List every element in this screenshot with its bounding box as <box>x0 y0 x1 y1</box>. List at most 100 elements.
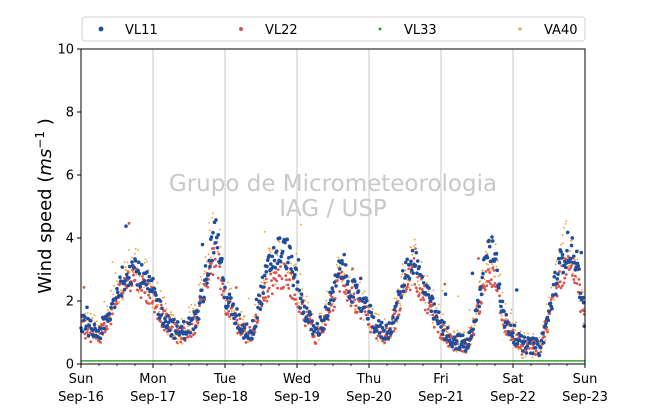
point-vl22 <box>218 265 222 269</box>
point-va40 <box>564 223 567 225</box>
point-vl11 <box>581 300 586 305</box>
point-vl22 <box>220 293 224 297</box>
point-vl33 <box>144 359 146 362</box>
point-vl33 <box>219 359 221 362</box>
point-vl11 <box>523 339 527 344</box>
point-vl33 <box>243 359 245 362</box>
point-vl33 <box>352 359 355 362</box>
point-vl33 <box>108 359 110 362</box>
point-vl33 <box>195 359 197 362</box>
point-va40 <box>271 248 274 251</box>
point-vl22 <box>261 296 265 300</box>
point-vl33 <box>154 359 157 362</box>
point-va40 <box>227 281 229 284</box>
point-vl11 <box>100 331 104 335</box>
point-vl33 <box>529 359 532 362</box>
point-va40 <box>146 260 148 263</box>
point-vl11 <box>312 329 317 334</box>
point-vl11 <box>193 312 197 316</box>
point-vl22 <box>359 317 363 320</box>
point-vl33 <box>264 359 266 362</box>
point-va40 <box>309 316 312 318</box>
point-vl22 <box>147 293 150 297</box>
point-vl11 <box>317 332 322 337</box>
point-vl22 <box>331 308 335 312</box>
point-vl33 <box>250 359 253 362</box>
point-va40 <box>243 315 246 317</box>
point-vl22 <box>431 313 435 317</box>
y-tick-label: 2 <box>66 295 74 310</box>
point-vl11 <box>310 332 315 336</box>
point-vl22 <box>338 290 342 293</box>
point-vl11 <box>554 281 559 286</box>
point-vl11 <box>355 283 359 287</box>
point-va40 <box>411 253 414 256</box>
x-tick-day: Wed <box>283 372 311 387</box>
point-vl22 <box>274 271 278 274</box>
point-vl33 <box>202 359 205 362</box>
point-vl22 <box>555 286 558 290</box>
point-vl11 <box>374 329 379 333</box>
point-va40 <box>304 299 307 302</box>
point-va40 <box>302 295 304 298</box>
point-vl33 <box>310 359 313 362</box>
point-va40 <box>423 274 426 277</box>
point-vl33 <box>561 359 563 362</box>
point-vl33 <box>381 359 383 362</box>
point-vl11 <box>288 246 293 250</box>
point-vl33 <box>502 359 505 362</box>
point-vl11 <box>495 268 500 273</box>
point-vl33 <box>123 359 125 362</box>
point-vl33 <box>396 359 398 362</box>
point-vl11 <box>82 315 87 319</box>
point-vl22 <box>238 317 242 321</box>
point-va40 <box>383 318 386 320</box>
point-vl33 <box>516 359 518 362</box>
point-vl33 <box>468 359 470 362</box>
point-vl22 <box>426 307 430 311</box>
point-vl22 <box>519 346 522 350</box>
point-vl11 <box>109 305 113 310</box>
point-vl11 <box>262 273 267 278</box>
point-vl33 <box>282 359 284 362</box>
point-va40 <box>432 289 435 291</box>
point-vl33 <box>489 359 491 362</box>
point-vl22 <box>504 332 508 336</box>
point-vl11 <box>187 316 191 320</box>
point-vl33 <box>111 359 113 362</box>
point-vl22 <box>140 289 144 292</box>
point-vl11 <box>550 306 554 311</box>
point-va40 <box>420 261 423 263</box>
point-vl11 <box>244 322 249 326</box>
point-va40 <box>581 288 583 291</box>
point-vl11 <box>535 338 539 343</box>
point-vl11 <box>340 258 344 263</box>
point-vl22 <box>511 328 515 332</box>
point-vl22 <box>572 278 576 281</box>
point-va40 <box>547 328 550 331</box>
point-vl11 <box>232 316 236 321</box>
point-va40 <box>448 324 451 327</box>
point-vl11 <box>204 277 209 282</box>
point-vl22 <box>256 319 260 322</box>
point-vl33 <box>486 359 488 362</box>
point-vl22 <box>193 331 197 335</box>
legend-marker-vl33 <box>378 27 382 31</box>
point-vl33 <box>115 359 118 362</box>
point-va40 <box>435 307 438 309</box>
point-va40 <box>410 246 412 249</box>
point-vl11 <box>215 245 220 250</box>
point-vl33 <box>556 359 559 362</box>
point-vl22 <box>376 334 380 338</box>
point-va40 <box>477 286 480 289</box>
point-vl22 <box>407 267 411 271</box>
point-vl33 <box>213 359 215 362</box>
point-vl33 <box>82 359 85 362</box>
point-vl22 <box>99 340 102 344</box>
point-vl33 <box>462 359 464 362</box>
point-vl33 <box>496 359 499 362</box>
point-va40 <box>276 254 279 257</box>
point-vl33 <box>472 359 475 362</box>
point-vl11 <box>226 304 230 308</box>
point-vl22 <box>426 311 429 315</box>
